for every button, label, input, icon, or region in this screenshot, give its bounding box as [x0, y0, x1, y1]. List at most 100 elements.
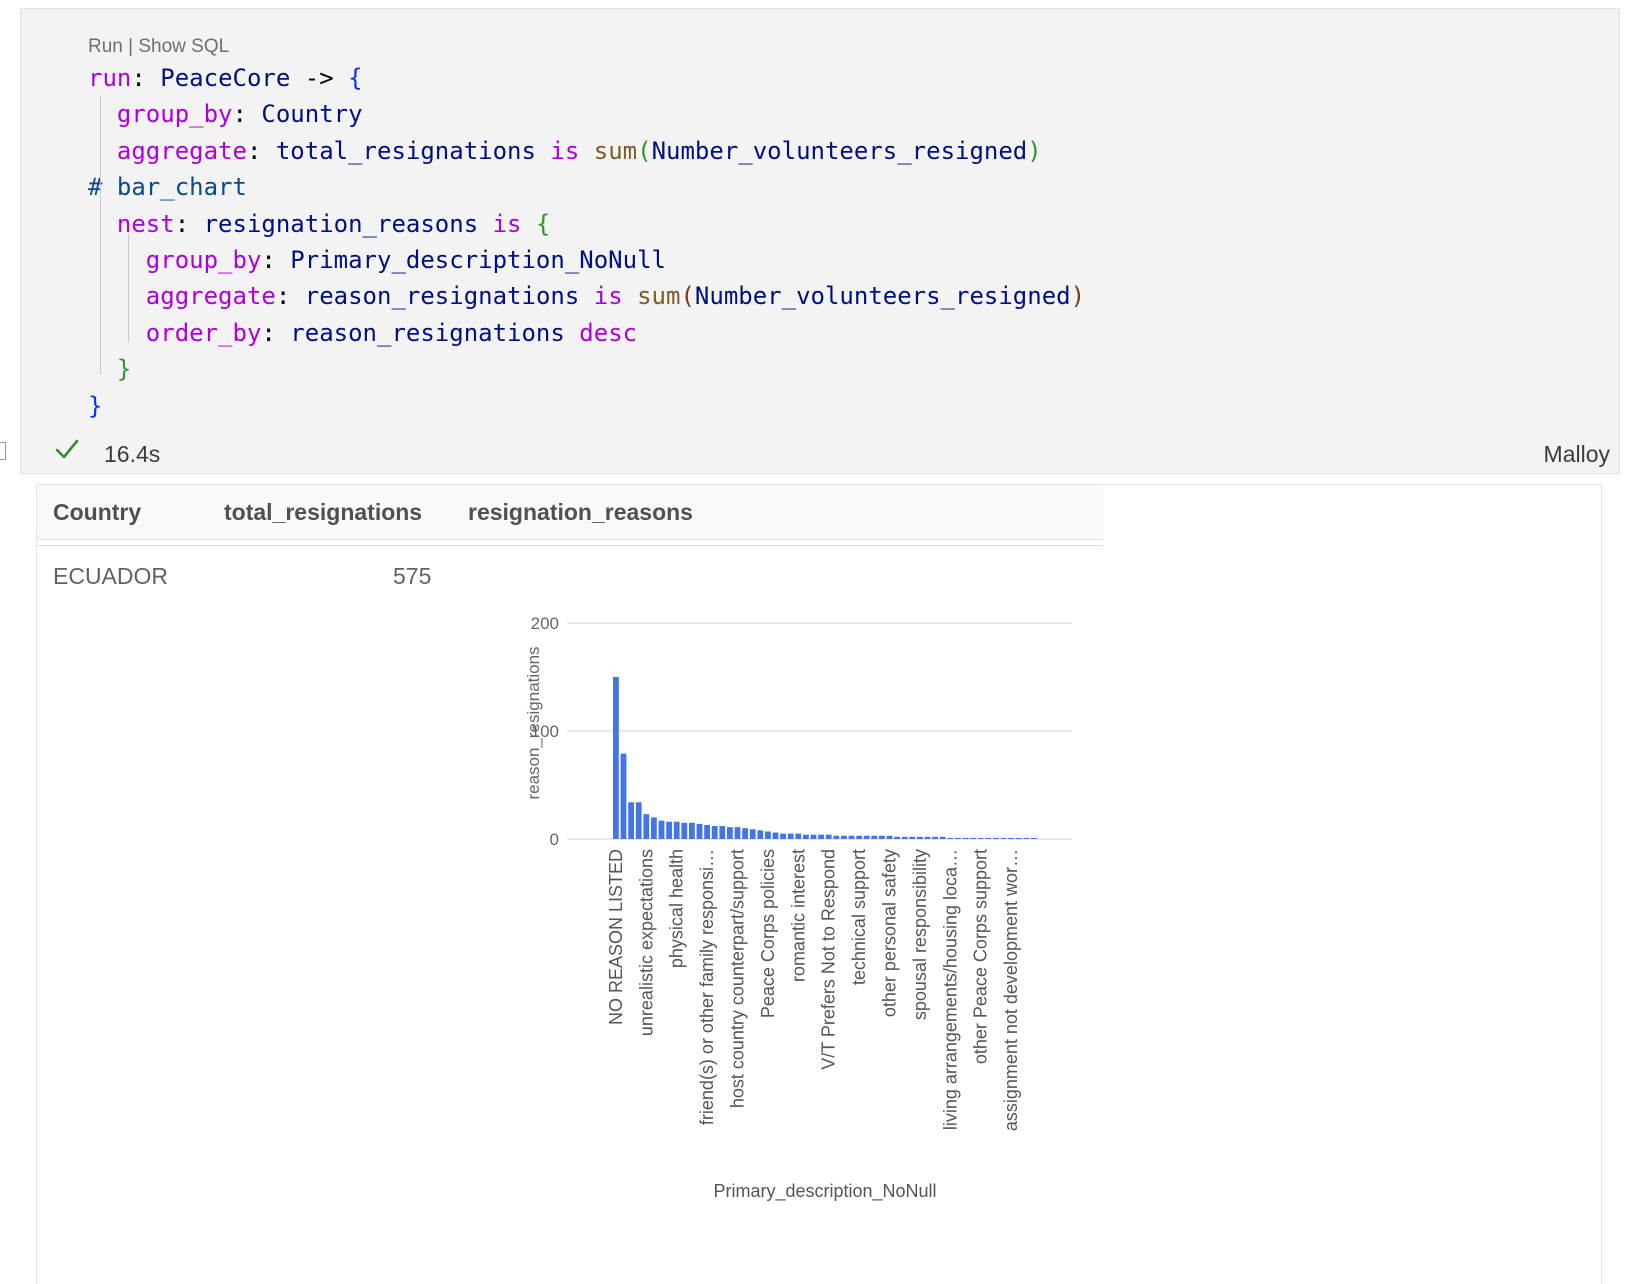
total-resignations-name: total_resignations [275, 136, 536, 165]
sum-argument: Number_volunteers_resigned [651, 136, 1028, 165]
bar[interactable] [711, 826, 718, 839]
header-resignation-reasons: resignation_reasons [468, 499, 693, 525]
bar[interactable] [909, 836, 916, 839]
bar-chart: 0 100 200 NO REASON LISTED unrealistic expe… [524, 614, 1072, 1202]
code-editor[interactable]: run: PeaceCore -> { group_by: Country ag… [88, 60, 1085, 424]
bar[interactable] [803, 834, 809, 839]
bar[interactable] [955, 837, 961, 839]
bar[interactable] [886, 835, 893, 839]
x-tick-label: Peace Corps policies [758, 849, 778, 1018]
source-name: PeaceCore [160, 64, 291, 92]
bar[interactable] [628, 802, 634, 839]
y-tick-label: 100 [531, 722, 559, 741]
codelens-separator: | [122, 36, 139, 57]
x-axis-label: Primary_description_NoNull [713, 1181, 936, 1202]
codelens: Run | Show SQL [88, 36, 229, 58]
bar[interactable] [848, 835, 855, 839]
x-tick-label: romantic interest [788, 849, 808, 982]
bar[interactable] [704, 824, 710, 839]
execution-time: 16.4s [104, 441, 161, 467]
cell-language[interactable]: Malloy [1543, 441, 1610, 467]
nest-keyword: nest [116, 209, 175, 238]
bar[interactable] [727, 827, 733, 839]
bar[interactable] [765, 831, 771, 839]
bar[interactable] [1000, 837, 1007, 839]
bar[interactable] [658, 820, 665, 839]
bar[interactable] [810, 834, 817, 839]
group-by-keyword: group_by [116, 100, 233, 129]
chart-grid [567, 622, 1072, 840]
x-tick-label: other personal safety [880, 849, 900, 1017]
bar[interactable] [1008, 837, 1014, 839]
bar[interactable] [993, 837, 999, 839]
bar[interactable] [841, 835, 847, 839]
bar[interactable] [1023, 837, 1030, 839]
bar[interactable] [947, 837, 954, 839]
bar[interactable] [689, 822, 695, 839]
header-divider [37, 545, 1103, 546]
reason-resignations-name: reason_resignations [304, 282, 580, 311]
bar[interactable] [749, 829, 756, 839]
cell-status-bar: 16.4s Malloy [20, 430, 1620, 474]
run-codelens-link[interactable]: Run [88, 36, 123, 57]
x-axis: NO REASON LISTED unrealistic expectations… [606, 849, 1021, 1131]
y-axis-label: reason_resignations [524, 646, 543, 799]
bar[interactable] [643, 814, 650, 839]
bar[interactable] [939, 836, 946, 839]
bar[interactable] [985, 837, 992, 839]
bar[interactable] [673, 821, 680, 839]
nested-sum-function: sum [637, 282, 681, 311]
bar[interactable] [879, 835, 885, 839]
bar[interactable] [772, 832, 779, 839]
header-total-resignations: total_resignations [224, 499, 423, 525]
x-tick-label: unrealistic expectations [636, 849, 656, 1036]
x-tick-label: technical support [849, 849, 869, 985]
group-by-field: Country [261, 100, 363, 129]
bar[interactable] [651, 817, 657, 839]
bar[interactable] [635, 802, 642, 839]
desc-keyword: desc [579, 318, 638, 347]
indent-guide [100, 96, 101, 374]
bar[interactable] [871, 835, 878, 839]
bar[interactable] [901, 836, 908, 839]
code-cell[interactable] [20, 8, 1620, 474]
x-tick-label: physical health [667, 849, 687, 968]
bar[interactable] [787, 833, 794, 839]
order-by-keyword: order_by [145, 318, 262, 347]
bar[interactable] [681, 822, 688, 839]
bar[interactable] [970, 837, 976, 839]
bar[interactable] [924, 836, 931, 839]
bar[interactable] [613, 677, 619, 839]
run-keyword: run [88, 64, 132, 92]
code-line-6: group_by: Primary_description_NoNull [145, 245, 666, 274]
bar[interactable] [734, 827, 741, 839]
code-line-9: } [116, 355, 132, 384]
cell-toolbar-handle[interactable] [0, 442, 6, 460]
is-keyword-3: is [593, 282, 623, 311]
bar[interactable] [932, 836, 938, 839]
bar[interactable] [833, 835, 840, 839]
bar[interactable] [795, 833, 802, 839]
bar[interactable] [863, 835, 870, 839]
bar[interactable] [1015, 837, 1022, 839]
bar[interactable] [818, 834, 824, 839]
bar[interactable] [742, 828, 748, 839]
cell-total-resignations: 575 [393, 563, 432, 589]
bar[interactable] [719, 826, 726, 839]
bar[interactable] [780, 833, 786, 839]
bar[interactable] [894, 836, 900, 839]
bar[interactable] [856, 835, 862, 839]
x-tick-label: living arrangements/housing loca… [940, 849, 960, 1130]
bar[interactable] [825, 834, 832, 839]
bar[interactable] [1031, 837, 1037, 839]
bar[interactable] [977, 837, 984, 839]
bar[interactable] [757, 830, 764, 839]
bar[interactable] [696, 823, 703, 839]
bar[interactable] [917, 836, 923, 839]
show-sql-codelens-link[interactable]: Show SQL [138, 36, 230, 57]
bar[interactable] [666, 821, 672, 839]
bar[interactable] [962, 837, 969, 839]
bar[interactable] [620, 753, 627, 839]
y-tick-label: 0 [550, 830, 559, 849]
indent-guide-nested [128, 234, 129, 342]
